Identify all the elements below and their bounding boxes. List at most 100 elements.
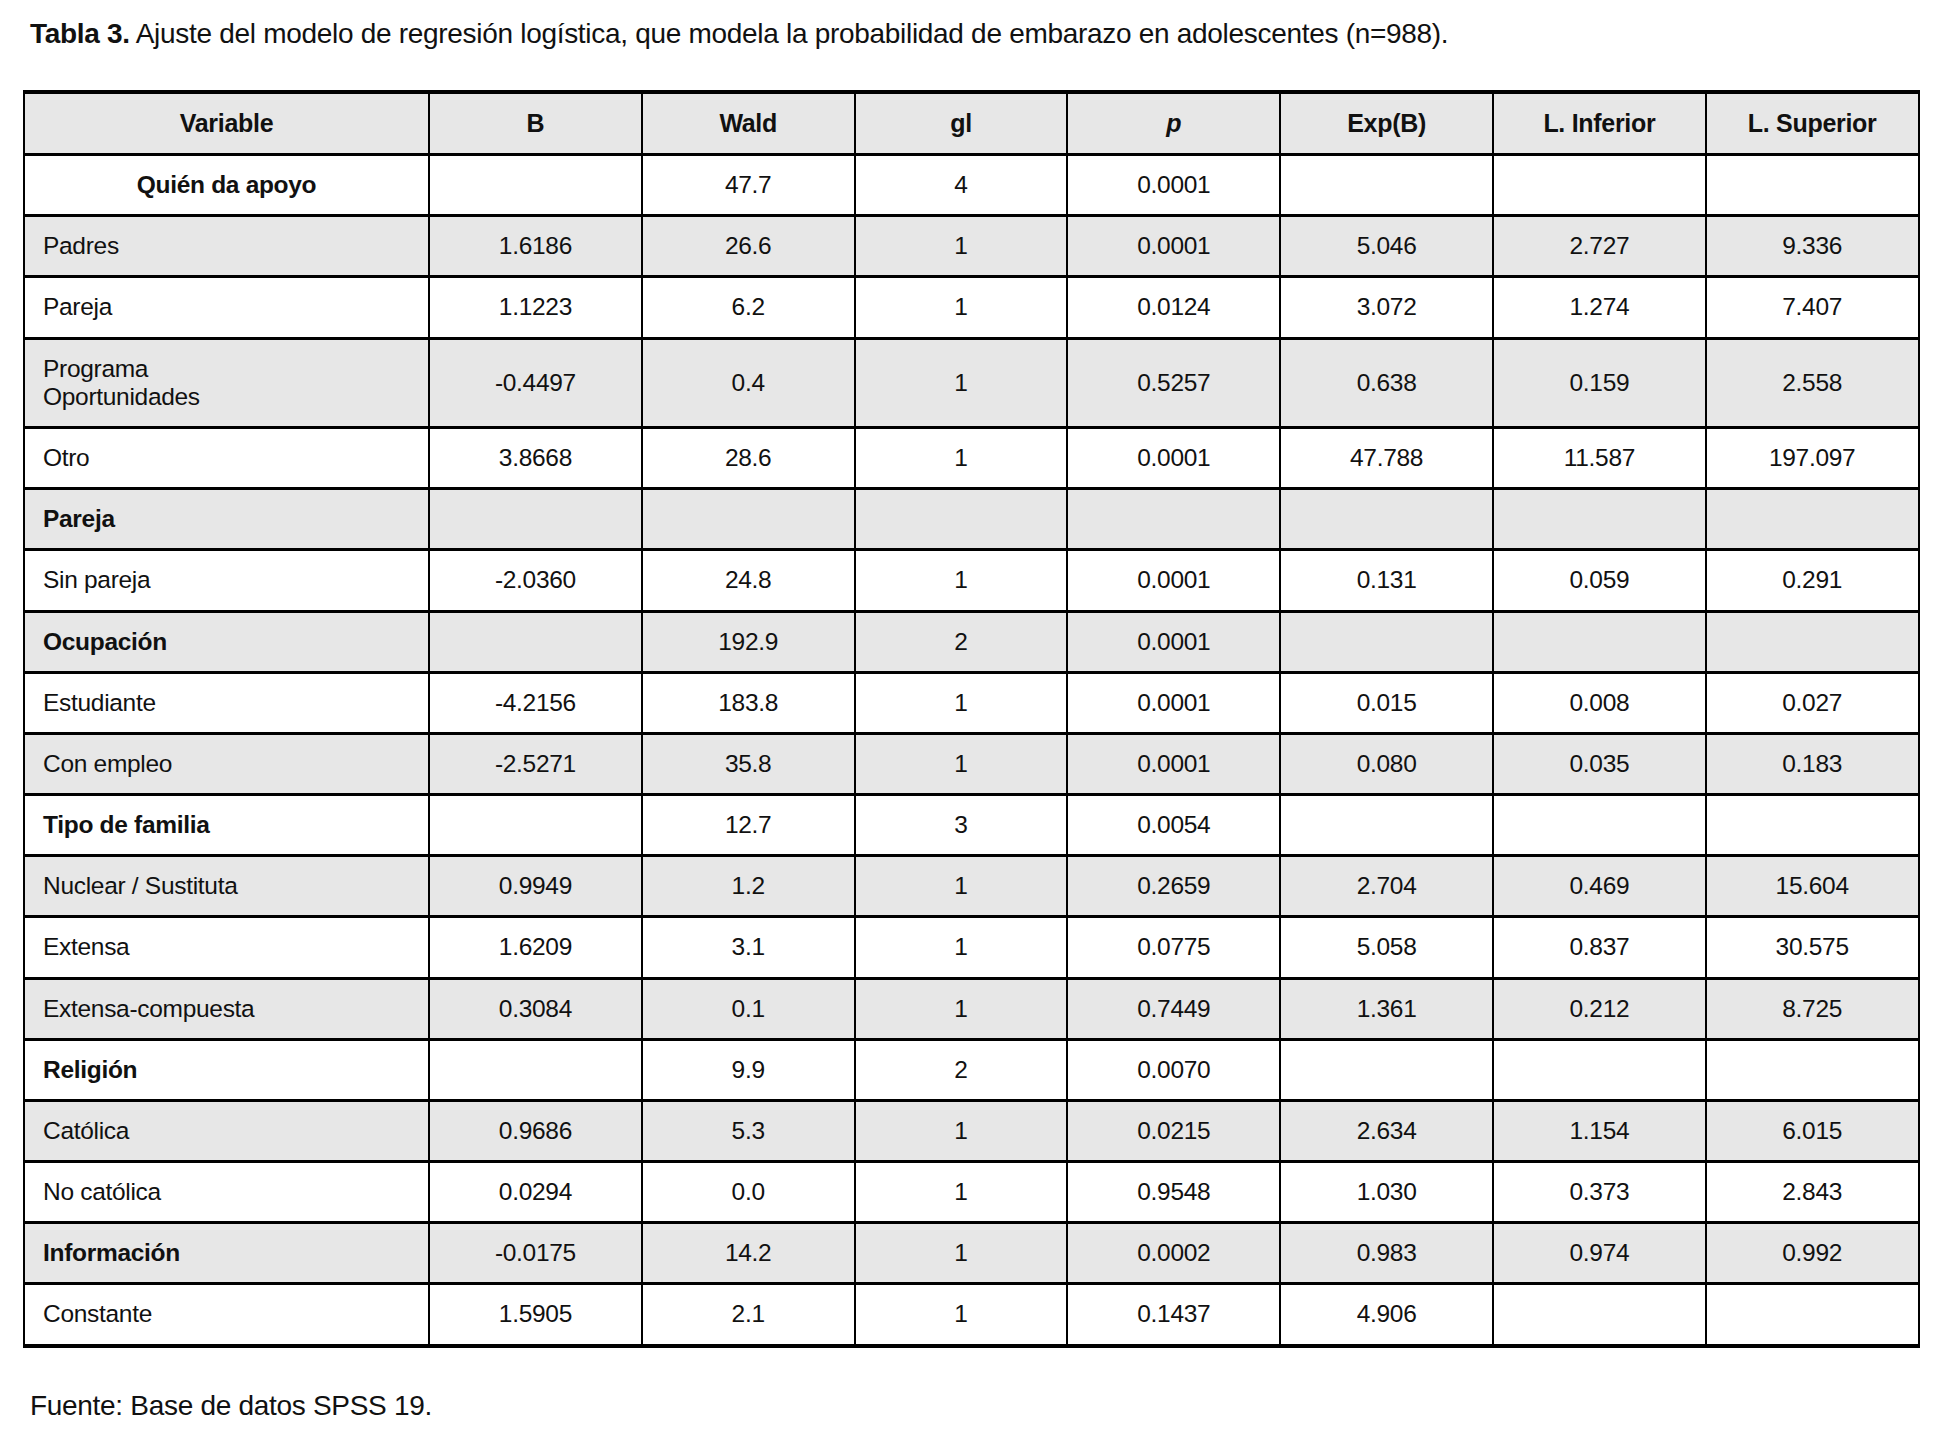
value-cell-gl [855,489,1068,550]
value-cell-b: -2.0360 [429,550,642,611]
value-cell-l-superior [1706,611,1919,672]
value-cell-exp-b: 1.030 [1280,1162,1493,1223]
value-cell-p: 0.5257 [1067,338,1280,427]
value-cell-b: 0.3084 [429,978,642,1039]
value-cell-wald: 2.1 [642,1284,855,1346]
value-cell-p: 0.0215 [1067,1100,1280,1161]
value-cell-b [429,489,642,550]
value-cell-l-superior [1706,155,1919,216]
value-cell-l-inferior: 0.837 [1493,917,1706,978]
table-title-text: Ajuste del modelo de regresión logística… [130,18,1449,49]
value-cell-p: 0.0001 [1067,611,1280,672]
table-row: Programa Oportunidades-0.44970.410.52570… [24,338,1919,427]
value-cell-exp-b: 47.788 [1280,428,1493,489]
variable-cell: Padres [24,216,429,277]
table-title: Tabla 3. Ajuste del modelo de regresión … [23,16,1928,52]
value-cell-p: 0.1437 [1067,1284,1280,1346]
table-row: Pareja [24,489,1919,550]
value-cell-l-inferior [1493,1039,1706,1100]
value-cell-b [429,795,642,856]
table-row: Extensa-compuesta0.30840.110.74491.3610.… [24,978,1919,1039]
value-cell-wald: 28.6 [642,428,855,489]
variable-cell: Ocupación [24,611,429,672]
value-cell-b: 1.1223 [429,277,642,338]
value-cell-b: 1.6186 [429,216,642,277]
table-header-row: VariableBWaldglpExp(B)L. InferiorL. Supe… [24,92,1919,154]
value-cell-exp-b: 3.072 [1280,277,1493,338]
value-cell-l-inferior: 0.159 [1493,338,1706,427]
value-cell-wald: 6.2 [642,277,855,338]
value-cell-exp-b [1280,795,1493,856]
value-cell-l-superior: 6.015 [1706,1100,1919,1161]
value-cell-l-inferior [1493,155,1706,216]
value-cell-wald: 14.2 [642,1223,855,1284]
value-cell-wald: 9.9 [642,1039,855,1100]
value-cell-l-superior: 7.407 [1706,277,1919,338]
value-cell-l-inferior: 0.035 [1493,733,1706,794]
value-cell-b: -0.4497 [429,338,642,427]
value-cell-wald: 183.8 [642,672,855,733]
value-cell-p: 0.0001 [1067,550,1280,611]
value-cell-b: -0.0175 [429,1223,642,1284]
value-cell-wald: 0.1 [642,978,855,1039]
table-row: Otro3.866828.610.000147.78811.587197.097 [24,428,1919,489]
value-cell-p: 0.0054 [1067,795,1280,856]
value-cell-p: 0.9548 [1067,1162,1280,1223]
table-row: Católica0.96865.310.02152.6341.1546.015 [24,1100,1919,1161]
value-cell-l-inferior: 1.274 [1493,277,1706,338]
table-row: No católica0.02940.010.95481.0300.3732.8… [24,1162,1919,1223]
value-cell-exp-b [1280,611,1493,672]
value-cell-wald: 24.8 [642,550,855,611]
column-header-gl: gl [855,92,1068,154]
variable-cell: Constante [24,1284,429,1346]
column-header-b: B [429,92,642,154]
value-cell-b: 0.0294 [429,1162,642,1223]
value-cell-l-inferior: 2.727 [1493,216,1706,277]
variable-cell: Información [24,1223,429,1284]
value-cell-exp-b: 0.015 [1280,672,1493,733]
value-cell-b: -2.5271 [429,733,642,794]
value-cell-wald: 5.3 [642,1100,855,1161]
value-cell-p: 0.0001 [1067,672,1280,733]
table-row: Con empleo-2.527135.810.00010.0800.0350.… [24,733,1919,794]
table-row: Pareja1.12236.210.01243.0721.2747.407 [24,277,1919,338]
value-cell-l-superior: 8.725 [1706,978,1919,1039]
value-cell-exp-b: 0.080 [1280,733,1493,794]
value-cell-l-superior: 9.336 [1706,216,1919,277]
logistic-regression-table: VariableBWaldglpExp(B)L. InferiorL. Supe… [23,90,1920,1347]
value-cell-p: 0.0001 [1067,216,1280,277]
value-cell-p: 0.0001 [1067,733,1280,794]
value-cell-l-superior: 15.604 [1706,856,1919,917]
variable-cell: Con empleo [24,733,429,794]
value-cell-gl: 1 [855,856,1068,917]
variable-cell: Tipo de familia [24,795,429,856]
value-cell-exp-b: 0.131 [1280,550,1493,611]
value-cell-wald: 1.2 [642,856,855,917]
value-cell-b: 3.8668 [429,428,642,489]
value-cell-p: 0.2659 [1067,856,1280,917]
value-cell-exp-b: 1.361 [1280,978,1493,1039]
value-cell-gl: 1 [855,1223,1068,1284]
variable-cell: Programa Oportunidades [24,338,429,427]
value-cell-b [429,1039,642,1100]
value-cell-b: 1.6209 [429,917,642,978]
table-row: Religión 9.920.0070 [24,1039,1919,1100]
column-header-wald: Wald [642,92,855,154]
value-cell-wald: 0.0 [642,1162,855,1223]
value-cell-l-inferior: 0.212 [1493,978,1706,1039]
table-row: Nuclear / Sustituta0.99491.210.26592.704… [24,856,1919,917]
table-body: Quién da apoyo47.740.0001Padres1.618626.… [24,155,1919,1346]
value-cell-exp-b: 2.634 [1280,1100,1493,1161]
table-row: Sin pareja-2.036024.810.00010.1310.0590.… [24,550,1919,611]
value-cell-exp-b [1280,155,1493,216]
variable-cell: Religión [24,1039,429,1100]
value-cell-l-inferior: 0.974 [1493,1223,1706,1284]
value-cell-gl: 4 [855,155,1068,216]
value-cell-b: 0.9686 [429,1100,642,1161]
variable-cell: Pareja [24,277,429,338]
value-cell-l-superior: 2.558 [1706,338,1919,427]
value-cell-gl: 1 [855,672,1068,733]
value-cell-p: 0.0070 [1067,1039,1280,1100]
value-cell-b: 1.5905 [429,1284,642,1346]
value-cell-gl: 2 [855,1039,1068,1100]
